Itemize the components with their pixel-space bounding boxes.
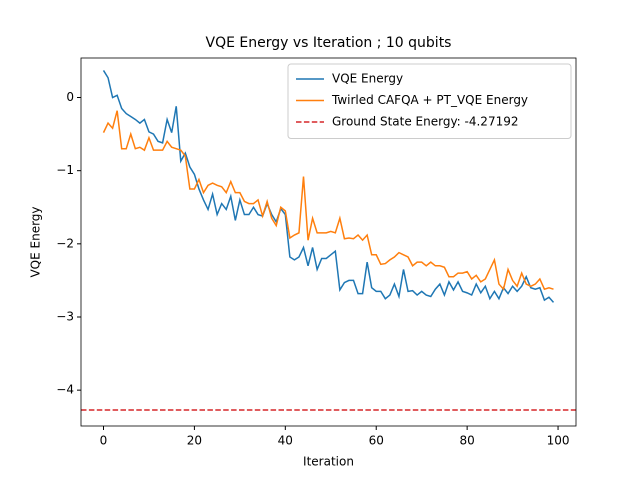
chart-title: VQE Energy vs Iteration ; 10 qubits [206, 35, 452, 51]
x-tick-label: 20 [187, 434, 202, 448]
y-tick-label: −4 [56, 383, 74, 397]
legend-label: Twirled CAFQA + PT_VQE Energy [331, 93, 528, 107]
series-line [102, 70, 555, 303]
x-tick-label: 60 [369, 434, 384, 448]
y-tick-label: −2 [56, 236, 74, 250]
x-tick-label: 0 [100, 434, 108, 448]
plot-frame [80, 57, 577, 427]
legend-label: Ground State Energy: -4.27192 [332, 115, 518, 129]
series-line [102, 110, 554, 291]
x-axis-label: Iteration [303, 455, 354, 469]
x-tick-label: 80 [459, 434, 474, 448]
legend-box [287, 63, 572, 139]
y-tick-label: −3 [56, 309, 74, 323]
x-tick-label: 100 [547, 434, 570, 448]
y-tick-label: −1 [56, 163, 74, 177]
y-axis-label: VQE Energy [29, 206, 43, 277]
legend-label: VQE Energy [332, 72, 403, 86]
y-tick-label: 0 [66, 90, 74, 104]
x-tick-label: 40 [278, 434, 293, 448]
